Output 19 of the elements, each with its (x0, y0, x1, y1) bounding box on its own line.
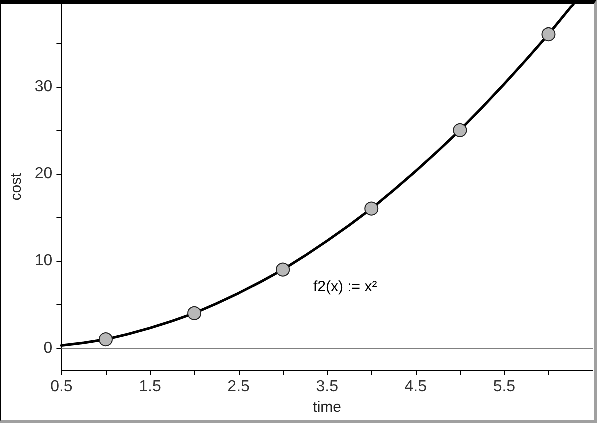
series-label: f2(x) := x² (313, 278, 378, 296)
x-tick-label: 5.5 (493, 378, 516, 396)
point (276, 262, 290, 277)
y-axis-title: cost (8, 172, 25, 201)
x-tick-label: 0.5 (50, 378, 73, 396)
point (453, 123, 468, 138)
y-tick-label: 20 (34, 165, 53, 182)
x-tick-label: 3.5 (316, 378, 339, 396)
point (542, 28, 556, 42)
point (364, 202, 379, 216)
x-tick-label: 1.5 (139, 378, 162, 396)
x-tick-label: 2.5 (228, 378, 250, 396)
y-tick-label: 0 (44, 340, 53, 357)
y-tick-label: 10 (34, 252, 53, 270)
x-axis-title: time (313, 399, 342, 416)
x-tick-label: 4.5 (404, 378, 428, 396)
y-tick-label: 30 (34, 78, 53, 96)
point (188, 306, 202, 320)
point (98, 332, 113, 347)
